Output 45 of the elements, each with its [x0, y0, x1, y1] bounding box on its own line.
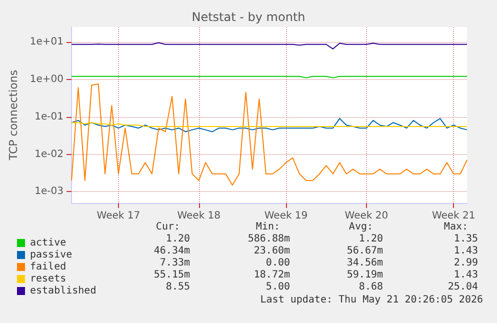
- legend-label: passive: [30, 250, 72, 260]
- text: 55.15m: [154, 270, 190, 280]
- text: 2.99: [454, 258, 478, 268]
- text: 56.67m: [346, 246, 383, 256]
- text: 5.00: [266, 282, 290, 292]
- chart-title: Netstat - by month: [192, 10, 306, 24]
- line-series: [71, 84, 468, 186]
- y-tick-label: 1e+01: [30, 36, 64, 48]
- text: Avg:: [348, 222, 374, 232]
- x-tick-label: Week 19: [264, 210, 308, 222]
- line-series: [71, 118, 468, 132]
- text: 23.60m: [254, 246, 290, 256]
- x-tick-label: Week 18: [177, 210, 221, 222]
- text: 8.55: [166, 282, 190, 292]
- legend-label: active: [30, 238, 66, 248]
- line-series: [71, 42, 468, 50]
- text: Last update: Thu May 21 20:26:05 2026: [260, 294, 484, 306]
- text: 1.43: [454, 270, 478, 280]
- text: 0.00: [266, 258, 290, 268]
- x-tick-label: Week 17: [96, 210, 140, 222]
- text: 586.88m: [248, 234, 290, 244]
- text: 59.19m: [346, 270, 383, 280]
- x-tick-label: Week 21: [432, 210, 476, 222]
- text: 1.20: [166, 234, 190, 244]
- text: Min:: [256, 222, 280, 232]
- text: 18.72m: [254, 270, 290, 280]
- y-tick-label: 1e-02: [34, 148, 64, 160]
- text: Cur:: [156, 222, 180, 232]
- y-tick-label: 1e-03: [34, 186, 64, 198]
- legend-label: failed: [30, 262, 66, 272]
- text: 1.35: [454, 234, 478, 244]
- text: 46.34m: [154, 246, 190, 256]
- legend-label: established: [30, 286, 96, 296]
- text: 25.04: [448, 282, 478, 292]
- text: Max:: [444, 222, 468, 232]
- y-tick-label: 1e+00: [30, 74, 64, 85]
- legend-label: resets: [30, 274, 66, 284]
- text: 1.20: [358, 234, 384, 244]
- y-axis-title: TCP connections: [7, 70, 20, 162]
- x-tick-label: Week 20: [344, 210, 388, 222]
- y-tick-label: 1e-01: [34, 111, 64, 122]
- text: 34.56m: [346, 258, 383, 268]
- text: 1.43: [454, 246, 478, 256]
- text: 7.33m: [160, 258, 190, 268]
- text: 8.68: [358, 282, 384, 292]
